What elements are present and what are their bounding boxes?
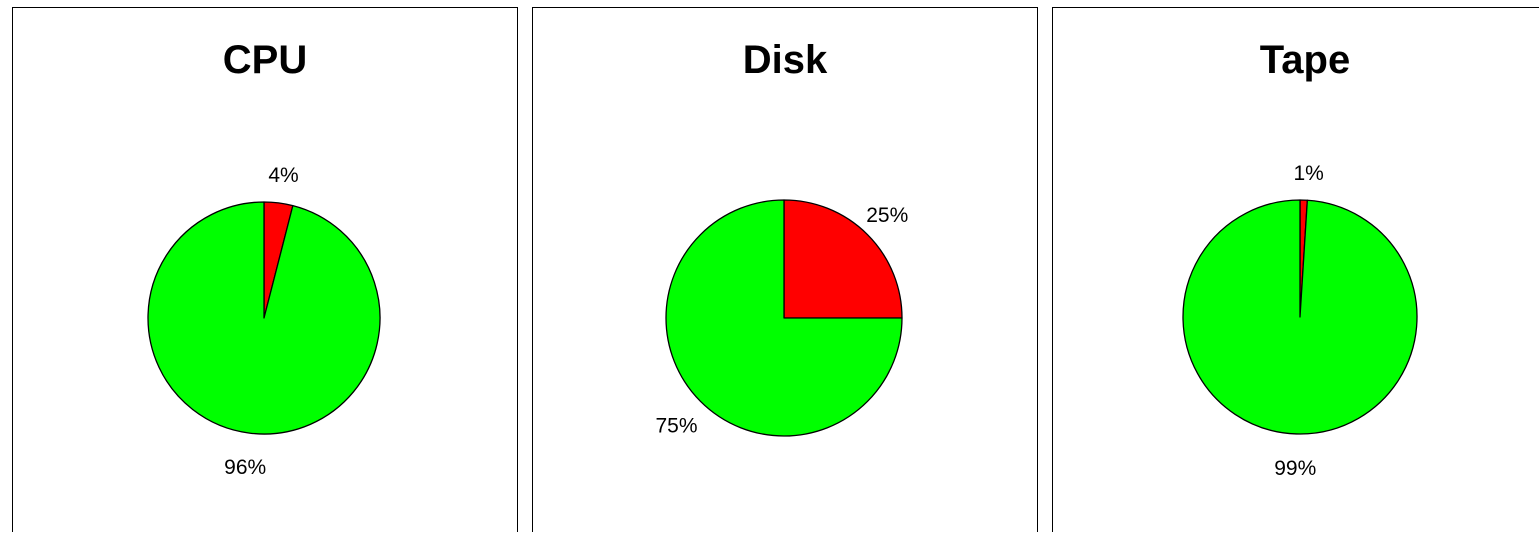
- cpu-slice-0-label: 4%: [268, 164, 298, 187]
- tape-pie-chart: 1% 99%: [1182, 162, 1418, 480]
- cpu-slice-1-label: 96%: [224, 456, 266, 479]
- tape-chart-title: Tape: [1259, 38, 1351, 82]
- disk-slice-1: [665, 199, 903, 437]
- tape-slice-1: [1182, 199, 1418, 435]
- disk-pie-chart: 25% 75%: [656, 199, 908, 437]
- cpu-pie-chart: 4% 96%: [147, 164, 381, 479]
- tape-pie-panel: Tape 1% 99%: [1052, 7, 1539, 532]
- disk-slice-1-label: 75%: [656, 414, 698, 437]
- cpu-pie-panel: CPU 4% 96%: [12, 7, 518, 532]
- disk-pie-panel: Disk 25% 75%: [532, 7, 1038, 532]
- disk-chart-title: Disk: [742, 38, 828, 82]
- tape-slice-1-label: 99%: [1274, 457, 1316, 480]
- disk-slice-0-label: 25%: [866, 204, 908, 227]
- cpu-slice-1: [147, 201, 381, 435]
- cpu-chart-title: CPU: [222, 38, 308, 82]
- disk-slice-0: [783, 199, 903, 319]
- tape-slice-0-label: 1%: [1293, 162, 1323, 185]
